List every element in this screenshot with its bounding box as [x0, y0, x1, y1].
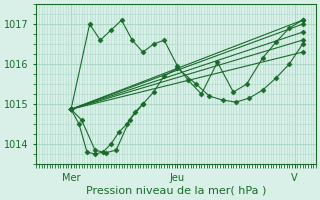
X-axis label: Pression niveau de la mer( hPa ): Pression niveau de la mer( hPa ): [86, 186, 266, 196]
